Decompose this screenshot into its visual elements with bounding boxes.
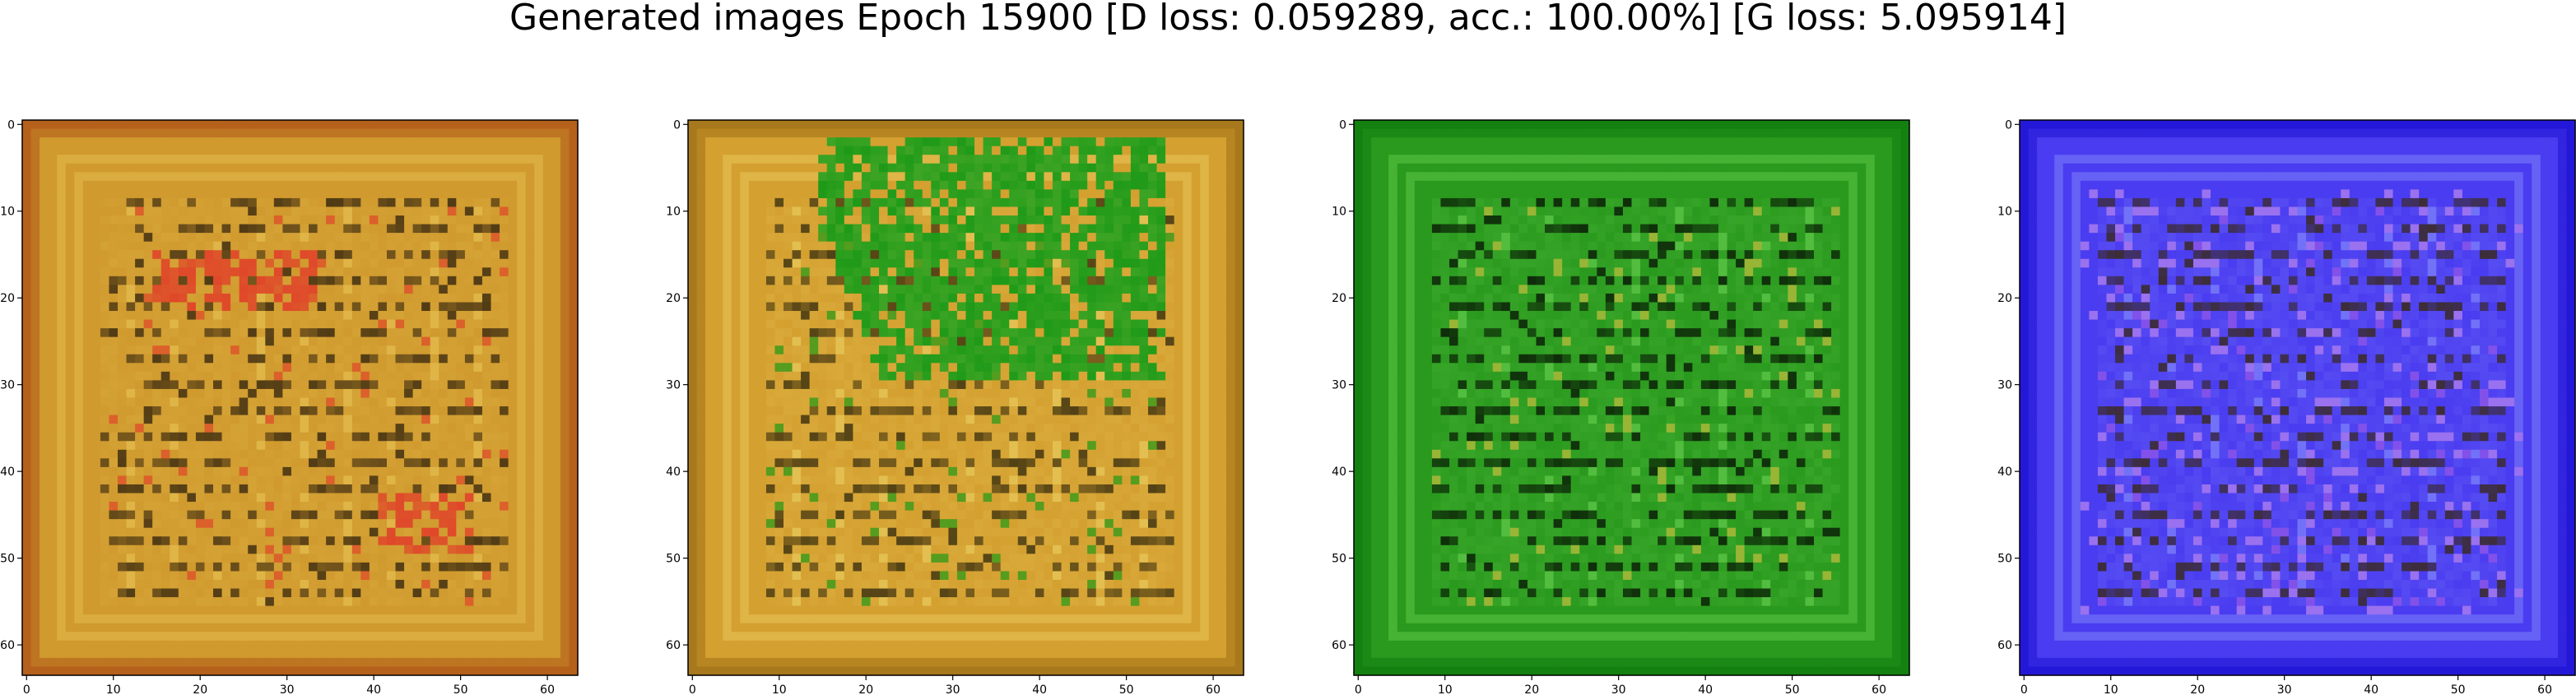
y-tick-label: 60 xyxy=(1997,639,2012,652)
x-tick-label: 60 xyxy=(1206,683,1221,695)
generated-image xyxy=(688,120,1244,676)
x-tick-label: 20 xyxy=(1524,683,1539,695)
y-tick-label: 0 xyxy=(673,118,681,132)
x-tick-label: 20 xyxy=(193,683,207,695)
y-tick-label: 40 xyxy=(666,466,681,479)
x-tick-label: 10 xyxy=(106,683,121,695)
image-panel-1: 0 10 20 30 40 50 60 0 10 20 30 40 50 60 xyxy=(0,118,578,695)
y-tick-label: 30 xyxy=(1997,379,2012,392)
generated-image xyxy=(22,120,579,676)
x-tick-label: 60 xyxy=(2537,683,2552,695)
y-tick-label: 0 xyxy=(2005,118,2012,132)
x-tick-label: 0 xyxy=(1355,683,1362,695)
image-panel-3: 0 10 20 30 40 50 60 0 10 20 30 40 50 60 xyxy=(1332,118,1909,695)
x-tick-label: 30 xyxy=(2277,683,2292,695)
y-tick-label: 50 xyxy=(1332,553,1346,566)
y-tick-label: 20 xyxy=(1332,292,1346,305)
y-tick-label: 20 xyxy=(666,292,681,305)
x-tick-label: 30 xyxy=(1611,683,1626,695)
y-tick-label: 40 xyxy=(0,466,15,479)
y-tick-label: 60 xyxy=(666,639,681,652)
x-tick-label: 40 xyxy=(1032,683,1047,695)
y-tick-label: 60 xyxy=(0,639,15,652)
y-tick-label: 30 xyxy=(1332,379,1346,392)
y-tick-label: 50 xyxy=(1997,553,2012,566)
y-tick-label: 60 xyxy=(1332,639,1346,652)
y-tick-label: 40 xyxy=(1332,466,1346,479)
y-tick-label: 10 xyxy=(1332,206,1346,219)
x-tick-label: 30 xyxy=(280,683,295,695)
x-tick-label: 60 xyxy=(540,683,555,695)
x-tick-label: 60 xyxy=(1872,683,1886,695)
x-tick-label: 50 xyxy=(1785,683,1800,695)
y-tick-label: 50 xyxy=(0,553,15,566)
y-tick-label: 40 xyxy=(1997,466,2012,479)
x-tick-label: 0 xyxy=(23,683,30,695)
x-tick-label: 10 xyxy=(2104,683,2118,695)
y-tick-label: 0 xyxy=(7,118,15,132)
y-tick-label: 10 xyxy=(0,206,15,219)
x-tick-label: 50 xyxy=(2451,683,2466,695)
x-tick-label: 50 xyxy=(453,683,468,695)
x-tick-label: 10 xyxy=(1438,683,1453,695)
y-tick-label: 30 xyxy=(0,379,15,392)
generated-image xyxy=(1354,120,1910,676)
x-tick-label: 20 xyxy=(2190,683,2205,695)
x-tick-label: 0 xyxy=(689,683,696,695)
y-tick-label: 10 xyxy=(666,206,681,219)
y-tick-label: 20 xyxy=(0,292,15,305)
image-panel-2: 0 10 20 30 40 50 60 0 10 20 30 40 50 60 xyxy=(666,118,1244,695)
x-tick-label: 20 xyxy=(858,683,873,695)
x-tick-label: 30 xyxy=(946,683,960,695)
image-panel-4: 0 10 20 30 40 50 60 0 10 20 30 40 50 60 xyxy=(1997,118,2575,695)
y-tick-label: 50 xyxy=(666,553,681,566)
x-tick-label: 0 xyxy=(2020,683,2028,695)
y-tick-label: 0 xyxy=(1339,118,1346,132)
y-tick-label: 20 xyxy=(1997,292,2012,305)
generated-image xyxy=(2020,120,2576,676)
x-tick-label: 10 xyxy=(772,683,787,695)
x-tick-label: 50 xyxy=(1119,683,1134,695)
x-tick-label: 40 xyxy=(2364,683,2378,695)
x-tick-label: 40 xyxy=(1698,683,1713,695)
y-tick-label: 30 xyxy=(666,379,681,392)
y-tick-label: 10 xyxy=(1997,206,2012,219)
x-tick-label: 40 xyxy=(366,683,381,695)
